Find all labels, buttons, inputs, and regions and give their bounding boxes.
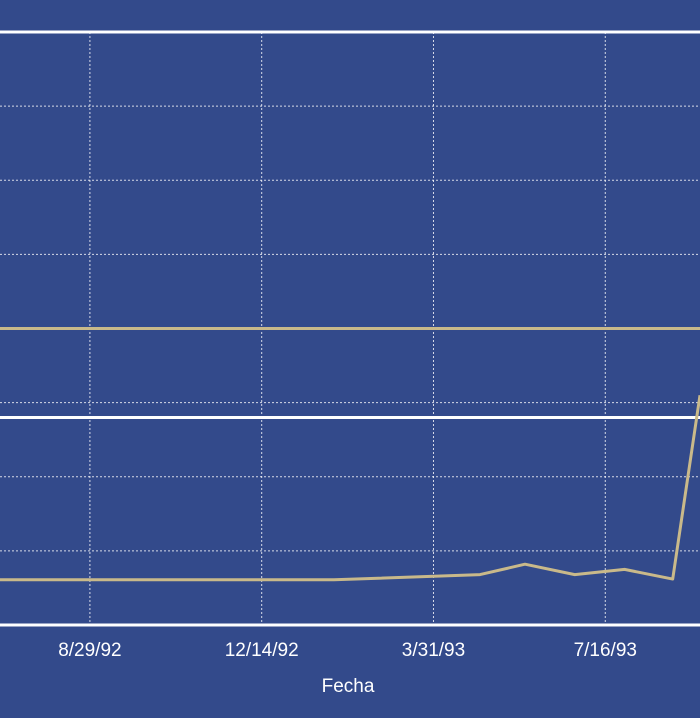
x-axis-label: Fecha [322,676,375,697]
x-tick-label: 3/31/93 [402,640,465,661]
x-tick-label: 12/14/92 [225,640,299,661]
data-line [0,394,700,582]
x-tick-label: 8/29/92 [58,640,121,661]
x-tick-label: 7/16/93 [574,640,637,661]
